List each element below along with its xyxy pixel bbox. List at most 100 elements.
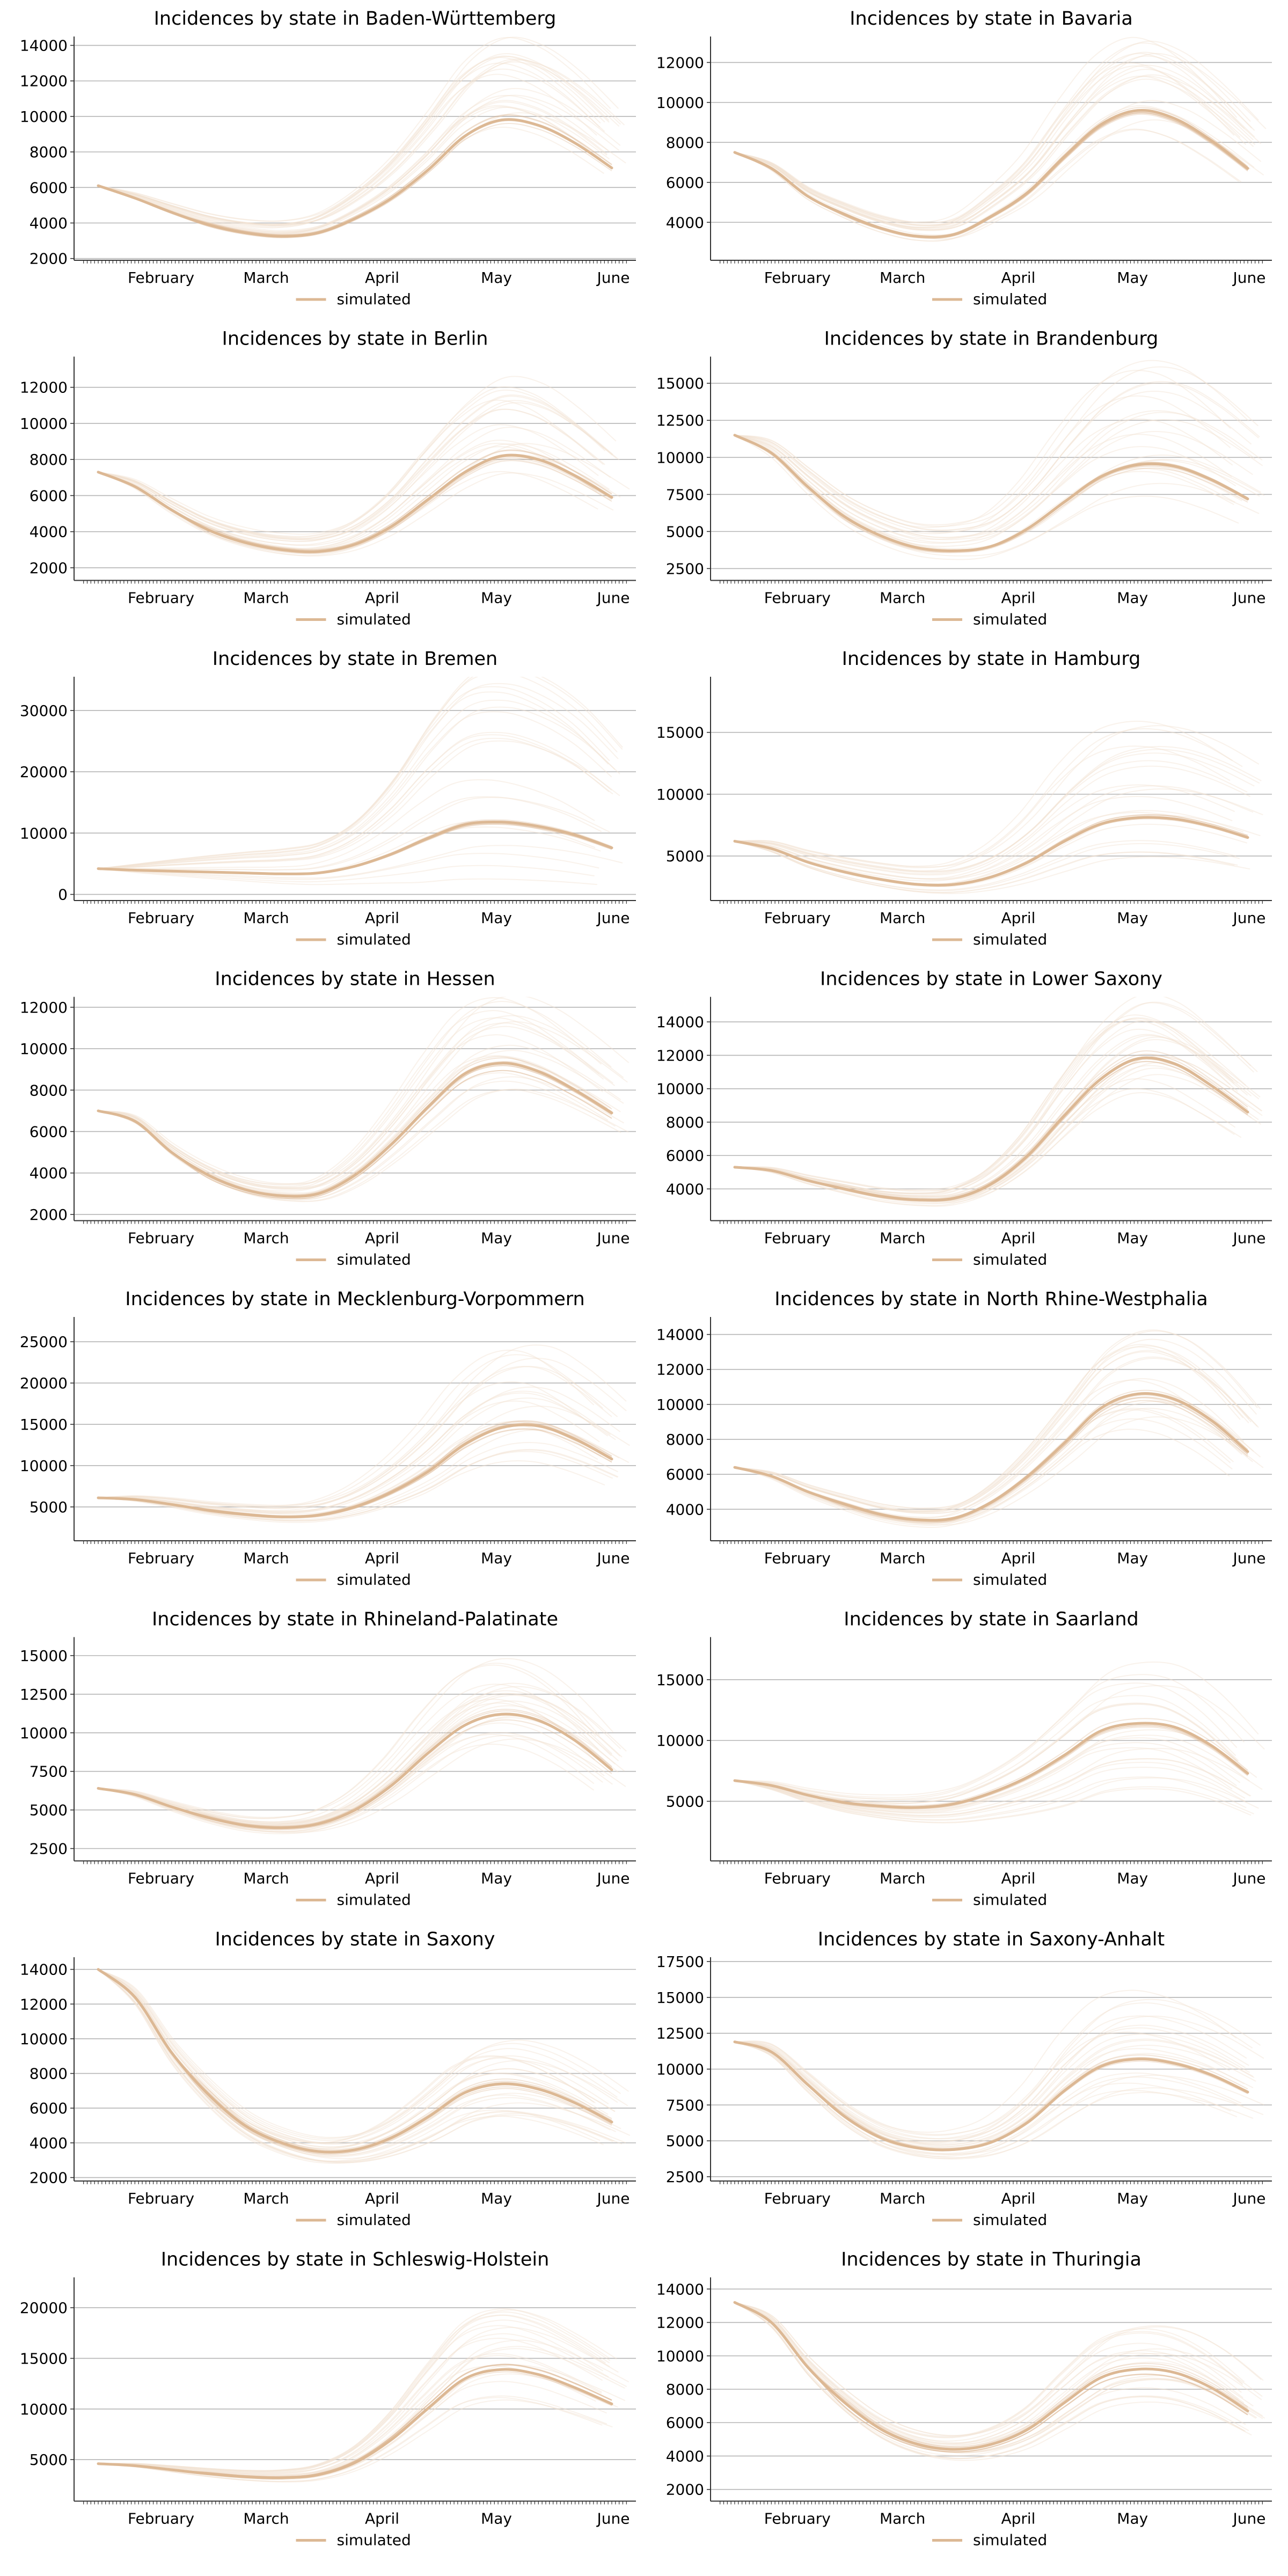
ensemble-line bbox=[98, 1968, 618, 2141]
x-tick-label: May bbox=[481, 589, 512, 607]
y-tick-label: 15000 bbox=[656, 724, 704, 742]
y-tick-label: 10000 bbox=[20, 824, 68, 842]
y-tick-label: 2000 bbox=[30, 250, 68, 268]
ensemble-line bbox=[98, 1034, 604, 1192]
ensemble-line bbox=[734, 2302, 1246, 2456]
x-tick-label: June bbox=[596, 2510, 630, 2528]
ensemble-lines bbox=[734, 1661, 1265, 1824]
ensemble-line bbox=[734, 2302, 1262, 2436]
ensemble-line bbox=[98, 2339, 630, 2475]
ensemble-line bbox=[734, 75, 1247, 231]
x-tick-label: April bbox=[365, 1230, 399, 1247]
x-tick-label: April bbox=[1001, 909, 1035, 927]
ensemble-line bbox=[98, 1693, 620, 1825]
y-tick-label: 8000 bbox=[666, 1431, 704, 1448]
ensemble-line bbox=[734, 1780, 1252, 1824]
x-tick-label: February bbox=[764, 909, 831, 927]
ensemble-line bbox=[98, 1344, 627, 1506]
ensemble-line bbox=[98, 2348, 625, 2476]
ensemble-line bbox=[98, 2395, 608, 2482]
ensemble-line bbox=[98, 1968, 613, 2163]
y-tick-label: 8000 bbox=[666, 134, 704, 151]
chart-title: Incidences by state in Saarland bbox=[844, 1609, 1139, 1630]
ensemble-line bbox=[734, 1338, 1257, 1511]
y-tick-label: 12500 bbox=[20, 1686, 68, 1703]
ensemble-line bbox=[734, 390, 1252, 533]
y-tick-label: 15000 bbox=[656, 1671, 704, 1689]
ensemble-line bbox=[734, 1429, 1230, 1528]
y-tick-label: 10000 bbox=[656, 1396, 704, 1414]
ensemble-line bbox=[98, 1460, 605, 1523]
ensemble-line bbox=[734, 1766, 1246, 1818]
y-tick-label: 8000 bbox=[30, 1081, 68, 1099]
ensemble-line bbox=[734, 1761, 1246, 1817]
ensemble-line bbox=[734, 1034, 1248, 1197]
y-tick-label: 7500 bbox=[666, 486, 704, 503]
ensemble-line bbox=[734, 2041, 1256, 2147]
x-tick-label: June bbox=[596, 909, 630, 927]
ensemble-line bbox=[98, 376, 617, 535]
ensemble-line bbox=[98, 68, 605, 228]
ensemble-line bbox=[734, 2039, 1255, 2146]
ensemble-line bbox=[98, 683, 619, 869]
x-tick-label: March bbox=[243, 1230, 289, 1247]
ensemble-line bbox=[734, 2302, 1243, 2439]
ensemble-line bbox=[98, 1015, 624, 1188]
ensemble-line bbox=[98, 1968, 616, 2148]
ensemble-line bbox=[98, 845, 623, 879]
ensemble-line bbox=[734, 74, 1262, 230]
ensemble-line bbox=[98, 61, 620, 226]
ensemble-line bbox=[98, 408, 604, 542]
chart-panel: Incidences by state in Lower Saxony 4000 6… bbox=[656, 969, 1272, 1269]
y-tick-label: 12000 bbox=[20, 72, 68, 90]
ensemble-line bbox=[98, 1968, 601, 2162]
ensemble-line bbox=[98, 1968, 616, 2157]
y-tick-label: 4000 bbox=[30, 2134, 68, 2152]
ensemble-line bbox=[734, 1018, 1235, 1194]
chart-panel: Incidences by state in Hessen 2000 4000 600… bbox=[20, 969, 636, 1269]
ensemble-line bbox=[98, 74, 597, 229]
x-tick-label: April bbox=[365, 1549, 399, 1567]
chart-title: Incidences by state in Mecklenburg-Vorpo… bbox=[125, 1289, 584, 1310]
ensemble-line bbox=[734, 431, 1253, 543]
ensemble-line bbox=[98, 1044, 621, 1194]
y-tick-label: 4000 bbox=[30, 523, 68, 541]
ensemble-line bbox=[734, 380, 1260, 531]
chart-title: Incidences by state in Hessen bbox=[215, 969, 495, 990]
ensemble-line bbox=[98, 1968, 623, 2164]
ensemble-line bbox=[98, 1080, 616, 1201]
x-tick-label: June bbox=[1232, 2510, 1266, 2528]
y-tick-label: 15000 bbox=[20, 1647, 68, 1665]
ensemble-line bbox=[734, 1039, 1260, 1198]
y-tick-label: 6000 bbox=[666, 174, 704, 192]
ensemble-line bbox=[98, 1733, 595, 1833]
y-tick-label: 8000 bbox=[666, 1114, 704, 1131]
y-tick-label: 12500 bbox=[656, 2025, 704, 2043]
y-tick-label: 10000 bbox=[20, 2401, 68, 2418]
chart-title: Incidences by state in Lower Saxony bbox=[820, 969, 1162, 990]
ensemble-line bbox=[734, 40, 1259, 224]
legend-label: simulated bbox=[973, 611, 1047, 628]
x-tick-label: April bbox=[1001, 1549, 1035, 1567]
ensemble-line bbox=[98, 1349, 595, 1507]
y-tick-label: 10000 bbox=[656, 1080, 704, 1098]
y-tick-label: 15000 bbox=[20, 1416, 68, 1433]
ensemble-line bbox=[98, 2308, 610, 2471]
ensemble-line bbox=[98, 94, 620, 232]
ensemble-line bbox=[734, 1020, 1247, 1195]
y-tick-label: 4000 bbox=[666, 2447, 704, 2465]
ensemble-lines bbox=[734, 720, 1263, 894]
y-tick-label: 10000 bbox=[20, 1040, 68, 1058]
ensemble-line bbox=[98, 1663, 600, 1819]
x-tick-label: June bbox=[596, 1230, 630, 1247]
ensemble-line bbox=[98, 731, 612, 869]
x-tick-label: April bbox=[365, 2190, 399, 2207]
ensemble-line bbox=[734, 108, 1255, 238]
ensemble-line bbox=[734, 52, 1253, 226]
y-tick-label: 8000 bbox=[30, 143, 68, 161]
series-line-simulated bbox=[733, 1722, 1249, 1809]
ensemble-line bbox=[98, 2333, 609, 2475]
ensemble-line bbox=[734, 434, 1236, 547]
ensemble-line bbox=[98, 1738, 626, 1833]
ensemble-line bbox=[98, 1968, 616, 2148]
